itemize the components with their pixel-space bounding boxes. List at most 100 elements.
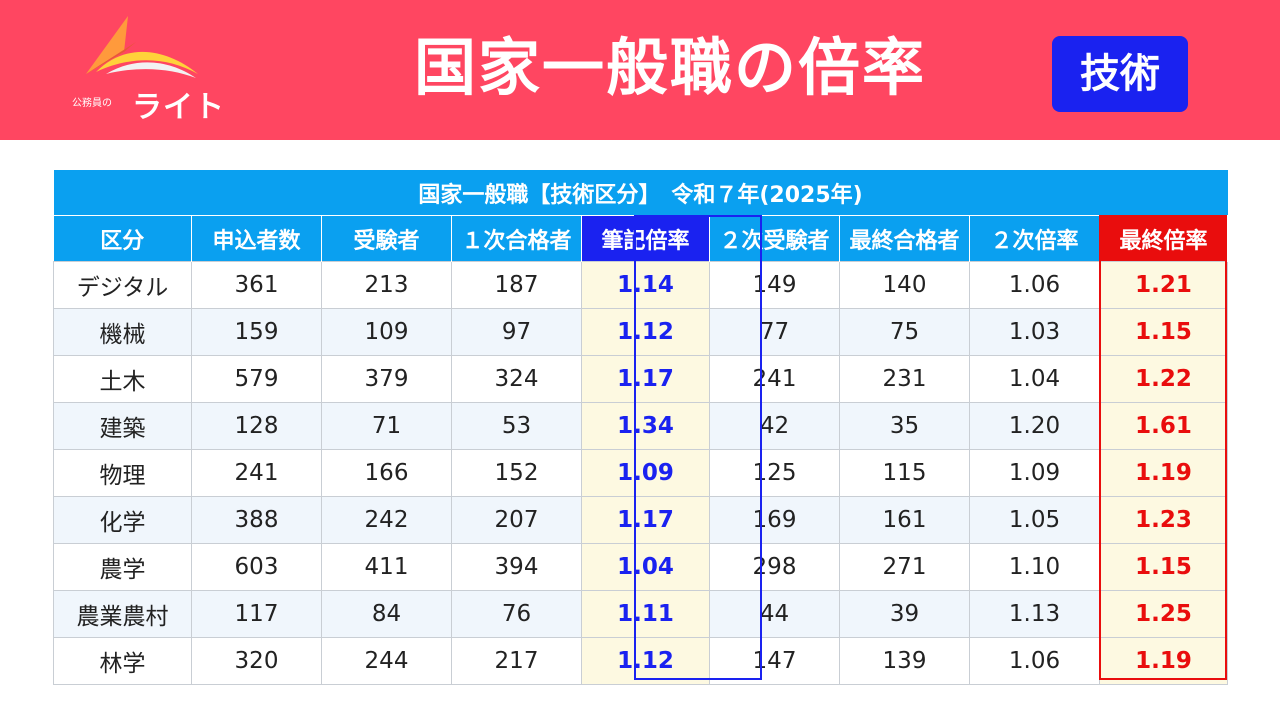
- cell-second-ratio: 1.13: [969, 590, 1100, 638]
- cell-category: 建築: [53, 402, 192, 450]
- cell-written-ratio: 1.34: [581, 402, 710, 450]
- cell-second-ratio: 1.20: [969, 402, 1100, 450]
- cell-examinees: 84: [321, 590, 452, 638]
- cell-final-passers: 140: [839, 261, 970, 309]
- cell-final-ratio: 1.25: [1098, 590, 1229, 638]
- column-header-final-passers: 最終合格者: [839, 215, 970, 262]
- cell-first-passers: 324: [451, 355, 582, 403]
- cell-second-examinees: 149: [709, 261, 840, 309]
- table-row: 建築 128 71 53 1.34 42 35 1.20 1.61: [53, 402, 1229, 450]
- column-header-first-passers: １次合格者: [451, 215, 582, 262]
- cell-category: 化学: [53, 496, 192, 544]
- cell-applicants: 579: [191, 355, 322, 403]
- cell-final-ratio: 1.19: [1098, 449, 1229, 497]
- cell-category: 土木: [53, 355, 192, 403]
- cell-category: 林学: [53, 637, 192, 685]
- cell-second-examinees: 77: [709, 308, 840, 356]
- cell-category: デジタル: [53, 261, 192, 309]
- cell-second-ratio: 1.04: [969, 355, 1100, 403]
- cell-written-ratio: 1.12: [581, 308, 710, 356]
- cell-second-examinees: 44: [709, 590, 840, 638]
- cell-written-ratio: 1.17: [581, 496, 710, 544]
- cell-examinees: 244: [321, 637, 452, 685]
- cell-second-examinees: 298: [709, 543, 840, 591]
- cell-written-ratio: 1.14: [581, 261, 710, 309]
- page-title: 国家一般職の倍率: [413, 31, 926, 104]
- cell-examinees: 379: [321, 355, 452, 403]
- cell-second-ratio: 1.10: [969, 543, 1100, 591]
- logo-small-text: 公務員の: [72, 98, 112, 109]
- cell-applicants: 159: [191, 308, 322, 356]
- cell-examinees: 166: [321, 449, 452, 497]
- cell-final-ratio: 1.21: [1098, 261, 1229, 309]
- table-row: デジタル 361 213 187 1.14 149 140 1.06 1.21: [53, 261, 1229, 309]
- table-body: デジタル 361 213 187 1.14 149 140 1.06 1.21 機械 159 109 9…: [53, 261, 1229, 685]
- ratio-table-container: 国家一般職【技術区分】 令和７年(2025年) 区分 申込者数 受験者 １次合格…: [53, 170, 1229, 685]
- table-caption: 国家一般職【技術区分】 令和７年(2025年): [53, 170, 1228, 216]
- logo-brand-text: ライト: [132, 90, 225, 125]
- column-header-written-ratio: 筆記倍率: [581, 215, 710, 262]
- table-row: 林学 320 244 217 1.12 147 139 1.06 1.19: [53, 637, 1229, 685]
- table-row: 化学 388 242 207 1.17 169 161 1.05 1.23: [53, 496, 1229, 544]
- cell-second-examinees: 125: [709, 449, 840, 497]
- table-row: 農業農村 117 84 76 1.11 44 39 1.13 1.25: [53, 590, 1229, 638]
- cell-second-examinees: 42: [709, 402, 840, 450]
- cell-written-ratio: 1.12: [581, 637, 710, 685]
- cell-final-passers: 115: [839, 449, 970, 497]
- cell-applicants: 603: [191, 543, 322, 591]
- cell-written-ratio: 1.09: [581, 449, 710, 497]
- cell-applicants: 388: [191, 496, 322, 544]
- cell-final-passers: 231: [839, 355, 970, 403]
- cell-first-passers: 394: [451, 543, 582, 591]
- brand-logo: 公務員の ライト: [66, 12, 224, 125]
- cell-final-passers: 75: [839, 308, 970, 356]
- cell-first-passers: 53: [451, 402, 582, 450]
- header-banner: 公務員の ライト 国家一般職の倍率 技術: [0, 0, 1280, 140]
- logo-sail-icon: [86, 16, 198, 78]
- cell-first-passers: 207: [451, 496, 582, 544]
- cell-category: 機械: [53, 308, 192, 356]
- cell-final-passers: 139: [839, 637, 970, 685]
- cell-first-passers: 76: [451, 590, 582, 638]
- cell-second-ratio: 1.05: [969, 496, 1100, 544]
- column-header-examinees: 受験者: [321, 215, 452, 262]
- cell-final-passers: 35: [839, 402, 970, 450]
- cell-examinees: 71: [321, 402, 452, 450]
- cell-written-ratio: 1.04: [581, 543, 710, 591]
- cell-first-passers: 97: [451, 308, 582, 356]
- table-row: 農学 603 411 394 1.04 298 271 1.10 1.15: [53, 543, 1229, 591]
- cell-written-ratio: 1.17: [581, 355, 710, 403]
- cell-second-ratio: 1.03: [969, 308, 1100, 356]
- cell-examinees: 109: [321, 308, 452, 356]
- table-row: 物理 241 166 152 1.09 125 115 1.09 1.19: [53, 449, 1229, 497]
- cell-first-passers: 152: [451, 449, 582, 497]
- cell-second-examinees: 169: [709, 496, 840, 544]
- ratio-table: 国家一般職【技術区分】 令和７年(2025年) 区分 申込者数 受験者 １次合格…: [53, 170, 1229, 685]
- column-header-category: 区分: [53, 215, 192, 262]
- table-row: 土木 579 379 324 1.17 241 231 1.04 1.22: [53, 355, 1229, 403]
- cell-category: 農業農村: [53, 590, 192, 638]
- cell-first-passers: 187: [451, 261, 582, 309]
- cell-final-ratio: 1.19: [1098, 637, 1229, 685]
- column-header-second-ratio: ２次倍率: [969, 215, 1100, 262]
- cell-final-passers: 271: [839, 543, 970, 591]
- cell-second-ratio: 1.06: [969, 261, 1100, 309]
- cell-written-ratio: 1.11: [581, 590, 710, 638]
- cell-final-passers: 39: [839, 590, 970, 638]
- cell-applicants: 128: [191, 402, 322, 450]
- cell-second-examinees: 147: [709, 637, 840, 685]
- cell-final-ratio: 1.22: [1098, 355, 1229, 403]
- cell-category: 農学: [53, 543, 192, 591]
- cell-category: 物理: [53, 449, 192, 497]
- table-header-row: 区分 申込者数 受験者 １次合格者 筆記倍率 ２次受験者 最終合格者 ２次倍率 …: [53, 215, 1229, 262]
- cell-examinees: 411: [321, 543, 452, 591]
- table-row: 機械 159 109 97 1.12 77 75 1.03 1.15: [53, 308, 1229, 356]
- cell-final-ratio: 1.61: [1098, 402, 1229, 450]
- column-header-final-ratio: 最終倍率: [1099, 215, 1229, 262]
- cell-applicants: 320: [191, 637, 322, 685]
- cell-second-examinees: 241: [709, 355, 840, 403]
- cell-examinees: 242: [321, 496, 452, 544]
- cell-final-ratio: 1.15: [1098, 308, 1229, 356]
- cell-final-passers: 161: [839, 496, 970, 544]
- cell-second-ratio: 1.09: [969, 449, 1100, 497]
